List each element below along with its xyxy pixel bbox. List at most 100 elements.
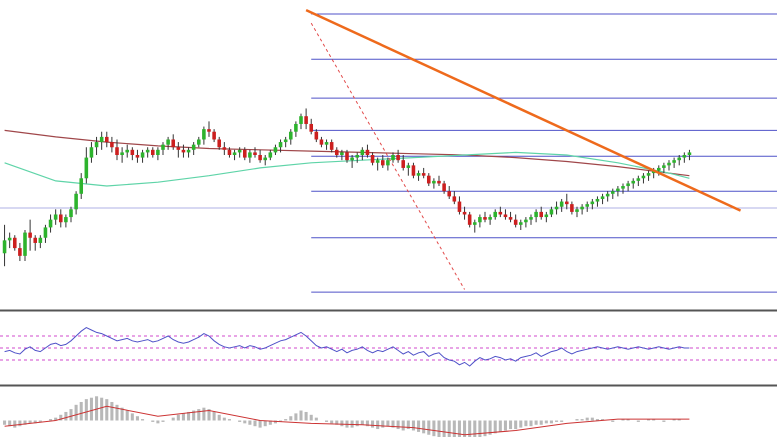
candle-body <box>621 186 625 189</box>
candle-body <box>631 180 636 184</box>
candle <box>248 149 252 163</box>
candle-body <box>248 152 252 158</box>
candle-body <box>43 227 48 238</box>
candle <box>590 198 595 210</box>
candle-body <box>18 248 22 256</box>
candle-body <box>181 149 186 153</box>
candle-body <box>493 211 498 218</box>
candle <box>176 142 181 158</box>
candle <box>411 162 416 179</box>
candle-body <box>677 157 682 161</box>
candle <box>334 147 339 158</box>
candle-body <box>191 144 196 150</box>
candle <box>370 152 375 166</box>
candle <box>12 235 17 251</box>
candle <box>171 134 176 150</box>
candle-body <box>288 131 293 140</box>
candle-body <box>437 180 441 184</box>
candle <box>401 155 406 171</box>
candle-body <box>161 144 165 150</box>
candle <box>416 170 421 181</box>
candle-body <box>324 142 329 145</box>
candle-body <box>580 206 584 210</box>
candle-body <box>89 147 94 158</box>
candle-body <box>212 131 216 140</box>
candle-body <box>452 196 457 202</box>
candle-body <box>304 116 308 124</box>
candle-body <box>687 152 692 155</box>
candle <box>386 157 390 171</box>
candle <box>462 206 467 220</box>
candle-body <box>426 175 431 184</box>
candle <box>442 180 446 194</box>
candle-body <box>253 152 257 155</box>
candle <box>273 144 278 155</box>
candle-body <box>667 162 671 166</box>
candle <box>570 201 574 215</box>
candle <box>58 209 63 228</box>
candle <box>580 204 584 215</box>
candle-body <box>590 201 595 205</box>
candle <box>662 162 666 174</box>
candle-body <box>570 204 574 212</box>
candle-body <box>564 201 569 205</box>
candle <box>554 201 559 215</box>
candle-body <box>529 217 533 220</box>
candle <box>329 139 334 153</box>
candle <box>677 155 682 166</box>
fibonacci-levels <box>0 13 777 293</box>
candle-body <box>575 209 579 212</box>
candle <box>396 149 400 163</box>
candle <box>202 126 206 145</box>
candle-body <box>365 149 370 155</box>
candle <box>53 209 58 225</box>
candle <box>631 178 636 189</box>
candle <box>237 147 242 158</box>
candle <box>610 188 615 199</box>
drawn-lines <box>305 9 742 290</box>
candle <box>518 219 523 230</box>
candle-body <box>513 219 518 225</box>
candle <box>575 206 579 218</box>
candle-body <box>115 147 119 155</box>
candle-body <box>135 155 140 158</box>
candle-body <box>334 149 339 155</box>
candle-body <box>176 147 181 150</box>
candle-body <box>273 147 278 153</box>
resistance-trendline <box>305 9 742 212</box>
candle <box>84 147 89 184</box>
candle-body <box>391 155 395 161</box>
candle <box>212 129 216 143</box>
candle-body <box>503 214 508 218</box>
candle-body <box>559 201 564 207</box>
candle <box>544 211 549 223</box>
candle-body <box>207 129 211 132</box>
candle-body <box>99 136 104 143</box>
candle <box>600 193 605 205</box>
candle-body <box>544 214 549 218</box>
candle-body <box>406 165 411 168</box>
candle-body <box>12 237 17 249</box>
candle-body <box>682 155 687 158</box>
candle <box>493 209 498 220</box>
candle-body <box>360 149 365 155</box>
candle <box>7 232 12 249</box>
candle <box>498 206 503 218</box>
candle <box>319 136 324 148</box>
candle <box>196 136 201 148</box>
candle <box>299 113 303 130</box>
candle <box>478 214 482 228</box>
candle <box>89 142 94 163</box>
candle-body <box>401 160 406 168</box>
panel-dividers <box>0 309 777 387</box>
candle <box>437 175 441 187</box>
candle <box>503 209 508 220</box>
candle-body <box>171 139 176 148</box>
candle-body <box>534 211 538 218</box>
candle <box>646 170 651 181</box>
candle-body <box>340 152 344 155</box>
candle <box>564 193 569 210</box>
candle-body <box>145 149 150 153</box>
candle-body <box>278 142 283 148</box>
